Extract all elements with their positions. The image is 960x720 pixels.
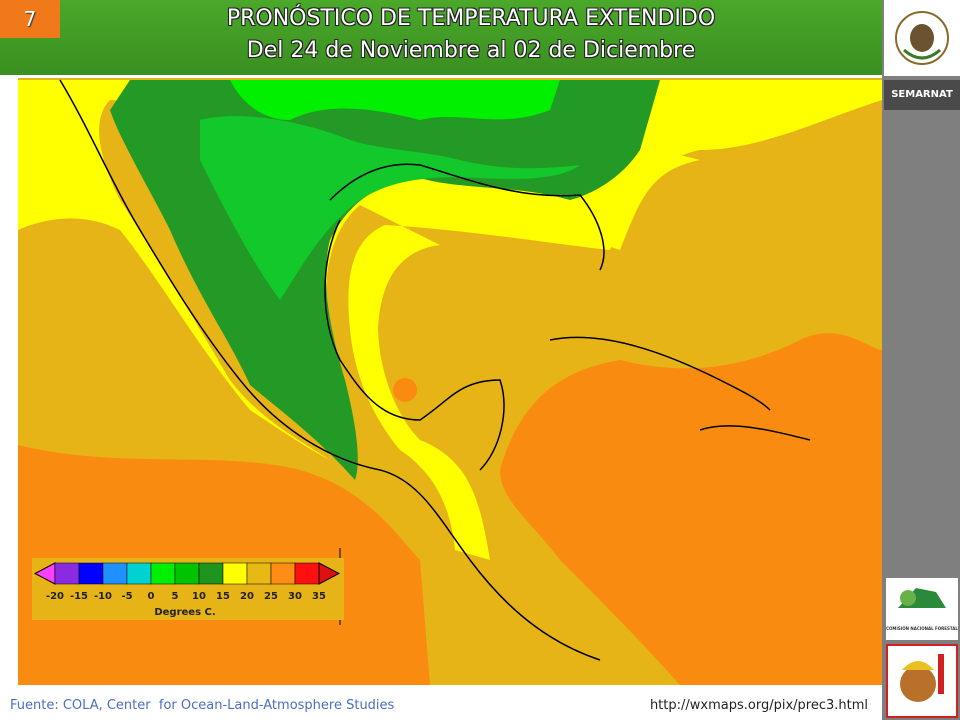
coat-of-arms <box>895 11 949 65</box>
conafor-emblem <box>898 588 946 608</box>
legend-swatch <box>126 562 152 585</box>
emblem-eagle <box>910 24 934 52</box>
legend-label: 30 <box>288 591 302 602</box>
legend-label: -10 <box>94 591 112 602</box>
footer-source: Fuente: COLA, Center for Ocean-Land-Atmo… <box>10 698 395 713</box>
legend-arrow <box>318 562 341 585</box>
mascot-logo <box>886 644 958 718</box>
legend-label: 0 <box>148 591 155 602</box>
coastline-cuba <box>549 336 771 411</box>
coastline-pacific <box>59 79 601 661</box>
legend-swatch <box>102 562 128 585</box>
subtitle: Del 24 de Noviembre al 02 de Diciembre <box>246 38 696 63</box>
legend-swatch <box>174 562 200 585</box>
mascot-hat <box>902 661 934 670</box>
legend: -20 -15 -10 -5 0 5 10 15 20 25 30 35 Degrees C. <box>32 558 344 620</box>
legend-swatch <box>198 562 224 585</box>
temperature-map: -20 -15 -10 -5 0 5 10 15 20 25 30 35 Degrees C. <box>18 78 882 685</box>
legend-swatch <box>54 562 80 585</box>
legend-label: 5 <box>172 591 179 602</box>
logo-area <box>884 0 960 76</box>
coastlines <box>59 79 811 661</box>
mascot-flag <box>938 654 944 694</box>
legend-label: 10 <box>192 591 206 602</box>
conafor-logo: COMISIÓN NACIONAL FORESTAL <box>886 578 958 640</box>
emblem-leaves <box>903 48 941 60</box>
legend-label: -5 <box>121 591 132 602</box>
coastline-hispaniola <box>699 425 811 441</box>
title: PRONÓSTICO DE TEMPERATURA EXTENDIDO <box>226 6 716 31</box>
mascot-head <box>900 666 936 702</box>
legend-swatch <box>270 562 296 585</box>
legend-swatch <box>222 562 248 585</box>
legend-label: 25 <box>264 591 278 602</box>
legend-label: 15 <box>216 591 230 602</box>
conafor-text: COMISIÓN NACIONAL FORESTAL <box>886 626 958 631</box>
legend-unit: Degrees C. <box>154 607 215 618</box>
region-orange-spot <box>393 378 417 402</box>
legend-swatch <box>246 562 272 585</box>
region-bright-green <box>230 80 560 120</box>
semarnat-bar: SEMARNAT <box>884 80 960 110</box>
region-orange-east <box>500 333 882 685</box>
legend-label: -15 <box>70 591 88 602</box>
legend-label: 35 <box>312 591 326 602</box>
emblem-ring <box>895 11 949 65</box>
legend-swatch <box>294 562 320 585</box>
coastline-gulf <box>329 163 605 271</box>
header-bar <box>0 0 882 75</box>
region-green <box>200 116 580 300</box>
coastline-mexico <box>324 219 505 471</box>
legend-label: -20 <box>46 591 64 602</box>
legend-swatch <box>78 562 104 585</box>
conafor-tree <box>900 590 916 606</box>
mascot <box>900 654 944 702</box>
region-yellow-florida <box>590 150 700 250</box>
footer-url: http://wxmaps.org/pix/prec3.html <box>649 698 868 713</box>
slide-number-box: 7 <box>0 0 60 38</box>
legend-label: 20 <box>240 591 254 602</box>
legend-swatch <box>150 562 176 585</box>
